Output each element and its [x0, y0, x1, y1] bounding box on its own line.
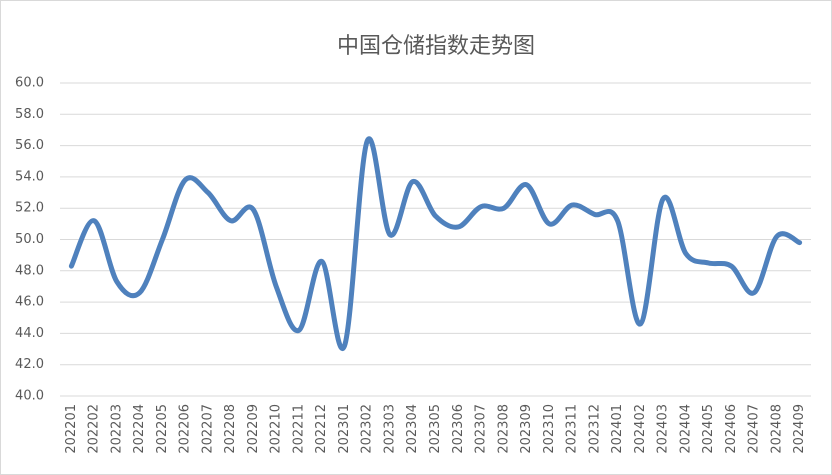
x-tick-label: 202307: [474, 404, 489, 454]
y-tick-label: 50.0: [15, 232, 44, 247]
x-tick-label: 202305: [428, 404, 443, 454]
x-tick-label: 202211: [291, 404, 306, 454]
y-tick-label: 42.0: [15, 357, 44, 372]
x-tick-label: 202406: [724, 404, 739, 454]
x-tick-label: 202209: [246, 404, 261, 454]
y-tick-label: 54.0: [15, 169, 44, 184]
x-tick-label: 202205: [155, 404, 170, 454]
x-tick-label: 202203: [109, 404, 124, 454]
data-line: [68, 136, 803, 352]
y-tick-label: 44.0: [15, 326, 44, 341]
x-tick-label: 202204: [132, 404, 147, 454]
x-tick-label: 202409: [792, 404, 807, 454]
x-tick-label: 202310: [542, 404, 557, 454]
x-tick-label: 202311: [565, 404, 580, 454]
x-tick-label: 202312: [587, 404, 602, 454]
x-tick-label: 202405: [701, 404, 716, 454]
y-tick-label: 40.0: [15, 389, 44, 404]
x-tick-label: 202402: [633, 404, 648, 454]
y-tick-label: 48.0: [15, 263, 44, 278]
y-tick-label: 52.0: [15, 201, 44, 216]
x-tick-label: 202403: [656, 404, 671, 454]
x-tick-label: 202208: [223, 404, 238, 454]
x-tick-label: 202303: [382, 404, 397, 454]
chart-title: 中国仓储指数走势图: [337, 34, 535, 59]
x-tick-label: 202309: [519, 404, 534, 454]
x-tick-label: 202408: [769, 404, 784, 454]
x-tick-label: 202206: [178, 404, 193, 454]
y-tick-label: 60.0: [15, 76, 44, 91]
x-tick-label: 202202: [87, 404, 102, 454]
x-tick-label: 202306: [451, 404, 466, 454]
x-tick-label: 202207: [200, 404, 215, 454]
y-tick-label: 46.0: [15, 295, 44, 310]
x-tick-label: 202308: [496, 404, 511, 454]
x-tick-label: 202407: [747, 404, 762, 454]
x-tick-label: 202210: [269, 404, 284, 454]
x-tick-label: 202212: [314, 404, 329, 454]
y-tick-label: 56.0: [15, 138, 44, 153]
x-tick-label: 202304: [405, 404, 420, 454]
x-tick-label: 202404: [678, 404, 693, 454]
x-tick-label: 202301: [337, 404, 352, 454]
x-tick-label: 202401: [610, 404, 625, 454]
x-tick-label: 202201: [64, 404, 79, 454]
y-tick-label: 58.0: [15, 107, 44, 122]
x-tick-label: 202302: [360, 404, 375, 454]
